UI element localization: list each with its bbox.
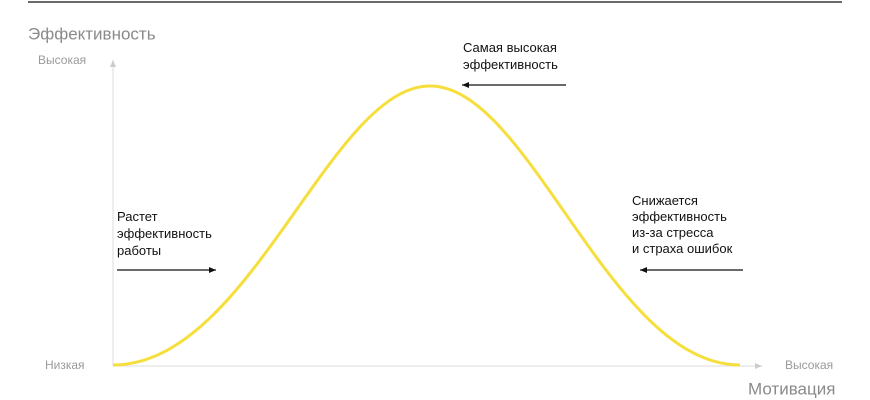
annotation-line: эффективность — [632, 209, 727, 224]
annotation: Снижается эффективность из-за стресса и … — [632, 193, 733, 256]
annotation-line: из-за стресса — [632, 225, 714, 240]
origin-label: Низкая — [45, 358, 85, 372]
annotation-line: Растет — [117, 209, 158, 224]
annotation: Растет эффективность работы — [117, 209, 215, 258]
annotation-line: и страха ошибок — [632, 241, 733, 256]
x-axis-high: Высокая — [785, 358, 833, 372]
y-axis-high: Высокая — [38, 53, 86, 67]
annotation-line: Снижается — [632, 193, 698, 208]
curve — [112, 84, 741, 367]
annotation-line: работы — [117, 243, 161, 258]
annotation-line: Самая высокая — [463, 40, 557, 55]
annotation-line: эффективность — [463, 57, 558, 72]
y-axis-title: Эффективность — [28, 24, 156, 43]
annotation-line: эффективность — [117, 226, 212, 241]
annotation: Самая высокая эффективность — [463, 40, 561, 72]
x-axis-title: Мотивация — [748, 379, 835, 398]
